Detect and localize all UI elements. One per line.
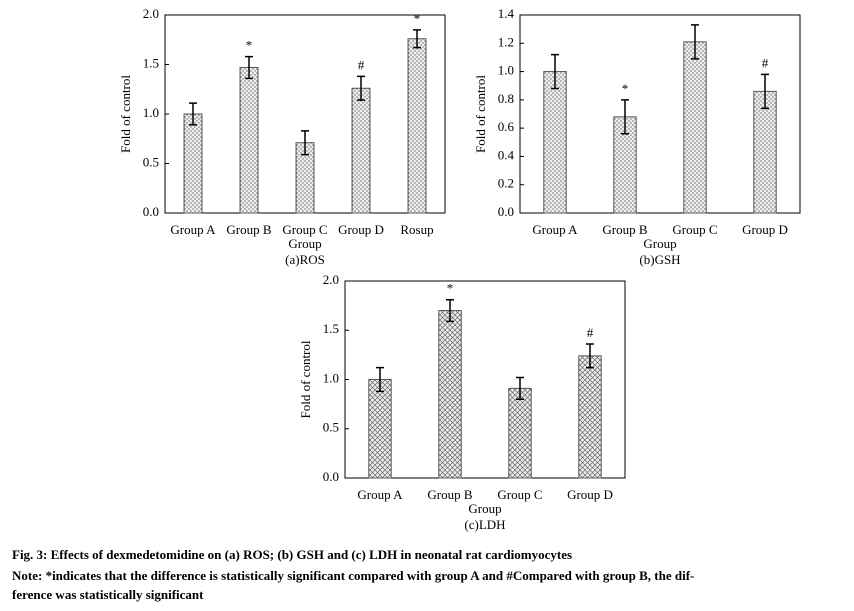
caption-note: Note: *indicates that the difference is …: [12, 568, 694, 583]
bar: [183, 113, 203, 214]
panel-label: (a)ROS: [285, 252, 325, 267]
y-tick-label: 2.0: [143, 6, 159, 21]
error-bar: [189, 102, 197, 126]
bar: [368, 379, 392, 479]
y-tick-label: 0.0: [498, 204, 514, 219]
y-tick-label: 1.2: [498, 34, 514, 49]
bar: [508, 387, 532, 479]
y-axis-label: Fold of control: [298, 340, 313, 418]
bar: [438, 310, 462, 479]
significance-marker: #: [762, 55, 769, 70]
significance-marker: #: [587, 325, 594, 340]
error-bar: [551, 53, 559, 90]
y-tick-label: 0.5: [323, 420, 339, 435]
y-tick-label: 1.0: [143, 105, 159, 120]
x-tick-label: Group C: [672, 222, 717, 237]
y-tick-label: 1.4: [498, 6, 515, 21]
x-tick-label: Group A: [170, 222, 216, 237]
error-bar: [245, 55, 253, 80]
y-tick-label: 1.0: [323, 370, 339, 385]
x-tick-label: Group A: [357, 487, 403, 502]
error-bar: [446, 298, 454, 323]
y-tick-label: 0.2: [498, 176, 514, 191]
x-axis-label: Group: [288, 236, 321, 251]
caption-title: Fig. 3: Effects of dexmedetomidine on (a…: [12, 547, 572, 562]
x-tick-label: Group D: [742, 222, 788, 237]
error-bar: [376, 366, 384, 393]
x-tick-label: Group B: [427, 487, 472, 502]
x-tick-label: Group C: [282, 222, 327, 237]
x-tick-label: Group C: [497, 487, 542, 502]
y-tick-label: 0.8: [498, 91, 514, 106]
y-tick-label: 2.0: [323, 272, 339, 287]
error-bar: [586, 343, 594, 369]
y-tick-label: 0.0: [143, 204, 159, 219]
error-bar: [516, 376, 524, 400]
bar: [407, 38, 427, 214]
panel-label: (b)GSH: [639, 252, 680, 267]
bar: [753, 90, 777, 214]
error-bar: [301, 130, 309, 156]
x-axis-label: Group: [643, 236, 676, 251]
x-axis-label: Group: [468, 501, 501, 516]
bar: [239, 66, 259, 214]
significance-marker: *: [622, 81, 629, 96]
x-tick-label: Group A: [532, 222, 578, 237]
significance-marker: *: [246, 38, 253, 53]
y-tick-label: 1.5: [143, 55, 159, 70]
bar: [683, 41, 707, 214]
significance-marker: #: [358, 57, 365, 72]
y-tick-label: 0.6: [498, 119, 515, 134]
y-tick-label: 1.0: [498, 63, 514, 78]
x-tick-label: Rosup: [400, 222, 433, 237]
significance-marker: *: [414, 11, 421, 26]
x-tick-label: Group D: [338, 222, 384, 237]
y-tick-label: 0.4: [498, 147, 515, 162]
x-tick-label: Group B: [226, 222, 271, 237]
bar: [543, 71, 567, 214]
y-axis-label: Fold of control: [473, 75, 488, 153]
error-bar: [413, 29, 421, 49]
significance-marker: *: [447, 281, 454, 296]
error-bar: [691, 24, 699, 60]
bar: [351, 87, 371, 214]
panel-label: (c)LDH: [464, 517, 505, 532]
plot-frame: [519, 14, 801, 214]
y-tick-label: 0.0: [323, 469, 339, 484]
x-tick-label: Group D: [567, 487, 613, 502]
error-bar: [357, 75, 365, 101]
error-bar: [621, 99, 629, 135]
error-bar: [761, 73, 769, 110]
y-tick-label: 0.5: [143, 154, 159, 169]
y-axis-label: Fold of control: [118, 75, 133, 153]
caption-note: ference was statistically significant: [12, 587, 204, 602]
x-tick-label: Group B: [602, 222, 647, 237]
bar: [578, 355, 602, 479]
y-tick-label: 1.5: [323, 321, 339, 336]
